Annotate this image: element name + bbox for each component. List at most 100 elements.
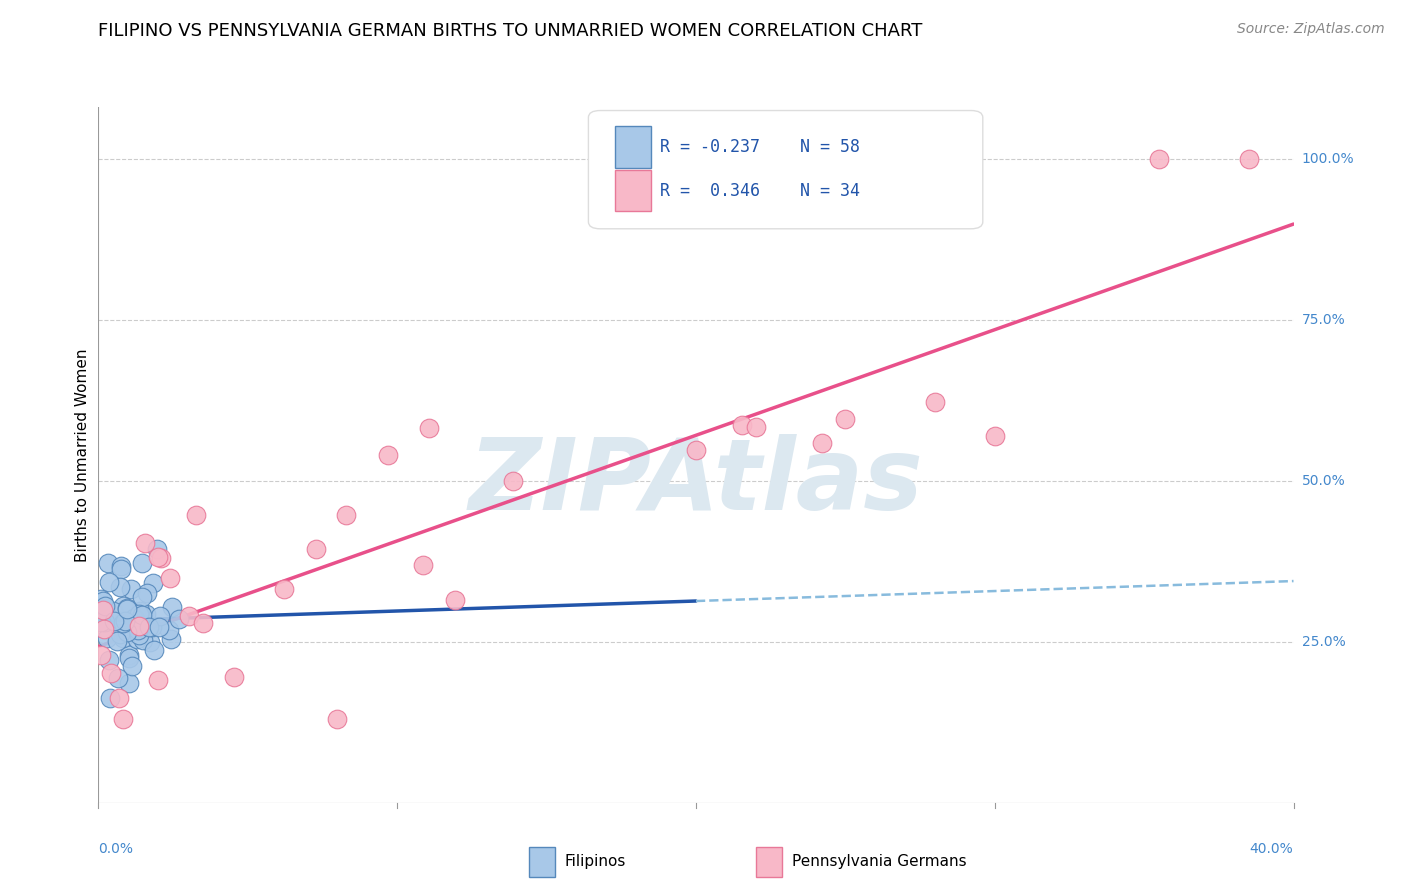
Point [159, 632, 181, 646]
Point [148, 550, 170, 565]
Point [112, 599, 135, 613]
Point [1147, 152, 1170, 166]
Point [418, 421, 440, 435]
Point [834, 412, 856, 426]
Point [112, 615, 135, 630]
Text: Source: ZipAtlas.com: Source: ZipAtlas.com [1237, 22, 1385, 37]
Text: 50.0%: 50.0% [1302, 474, 1346, 488]
Point [90, 648, 112, 662]
Point [128, 607, 150, 622]
Point [135, 607, 157, 622]
Point [121, 658, 143, 673]
Point [131, 590, 153, 604]
Point [191, 615, 214, 630]
Point [90, 613, 112, 627]
Point [120, 582, 142, 596]
FancyBboxPatch shape [529, 847, 555, 877]
Point [108, 626, 131, 640]
FancyBboxPatch shape [614, 126, 651, 168]
Point [145, 541, 167, 556]
Point [110, 559, 132, 574]
Point [103, 614, 125, 628]
Point [146, 673, 169, 687]
Point [149, 550, 172, 565]
Y-axis label: Births to Unmarried Women: Births to Unmarried Women [75, 348, 90, 562]
Point [91, 594, 114, 608]
Text: 40.0%: 40.0% [1250, 842, 1294, 855]
Point [148, 609, 170, 624]
Point [139, 634, 162, 648]
Point [1237, 152, 1260, 166]
Point [125, 622, 148, 636]
Point [128, 619, 150, 633]
Point [118, 651, 141, 665]
Point [93, 622, 115, 636]
Text: 75.0%: 75.0% [1302, 312, 1346, 326]
Point [90, 615, 112, 629]
Point [93, 606, 115, 620]
Point [326, 712, 349, 726]
Point [107, 671, 129, 685]
Text: ZIPAtlas: ZIPAtlas [468, 434, 924, 532]
Point [105, 634, 128, 648]
Point [131, 608, 153, 623]
Point [97, 556, 120, 570]
Text: Filipinos: Filipinos [565, 855, 626, 870]
Point [157, 623, 180, 637]
Point [112, 712, 135, 726]
Point [91, 603, 114, 617]
Point [100, 666, 122, 681]
Point [98, 653, 121, 667]
Point [224, 670, 246, 684]
Point [108, 580, 131, 594]
Point [90, 592, 112, 607]
Point [745, 419, 768, 434]
Point [983, 429, 1005, 443]
Text: 25.0%: 25.0% [1302, 635, 1346, 648]
Point [167, 612, 190, 626]
Point [160, 600, 183, 615]
FancyBboxPatch shape [614, 169, 651, 211]
Point [118, 648, 141, 662]
Point [731, 417, 754, 432]
Point [132, 633, 155, 648]
Point [96, 632, 118, 646]
FancyBboxPatch shape [588, 111, 983, 229]
Point [112, 632, 135, 646]
Point [118, 676, 141, 690]
Point [148, 620, 170, 634]
Text: R =  0.346    N = 34: R = 0.346 N = 34 [661, 182, 860, 200]
Point [305, 542, 328, 557]
Point [141, 620, 163, 634]
Point [110, 562, 132, 576]
Point [159, 571, 181, 585]
Point [114, 614, 136, 628]
Point [127, 623, 149, 637]
Point [134, 536, 156, 550]
Point [101, 604, 124, 618]
Point [112, 613, 135, 627]
Point [685, 443, 707, 458]
Point [273, 582, 295, 596]
Point [136, 586, 159, 600]
Point [128, 628, 150, 642]
Point [924, 395, 946, 409]
Point [502, 474, 524, 488]
Point [98, 574, 121, 589]
Text: Pennsylvania Germans: Pennsylvania Germans [792, 855, 966, 870]
Point [129, 604, 152, 618]
Point [108, 690, 131, 705]
Point [131, 556, 153, 570]
Text: R = -0.237    N = 58: R = -0.237 N = 58 [661, 137, 860, 156]
Point [335, 508, 357, 522]
FancyBboxPatch shape [756, 847, 782, 877]
Point [184, 508, 207, 523]
Point [125, 632, 148, 646]
Point [142, 576, 165, 591]
Point [94, 615, 117, 630]
Point [177, 608, 200, 623]
Point [138, 620, 160, 634]
Point [377, 448, 399, 462]
Point [122, 611, 145, 625]
Text: 100.0%: 100.0% [1302, 152, 1354, 166]
